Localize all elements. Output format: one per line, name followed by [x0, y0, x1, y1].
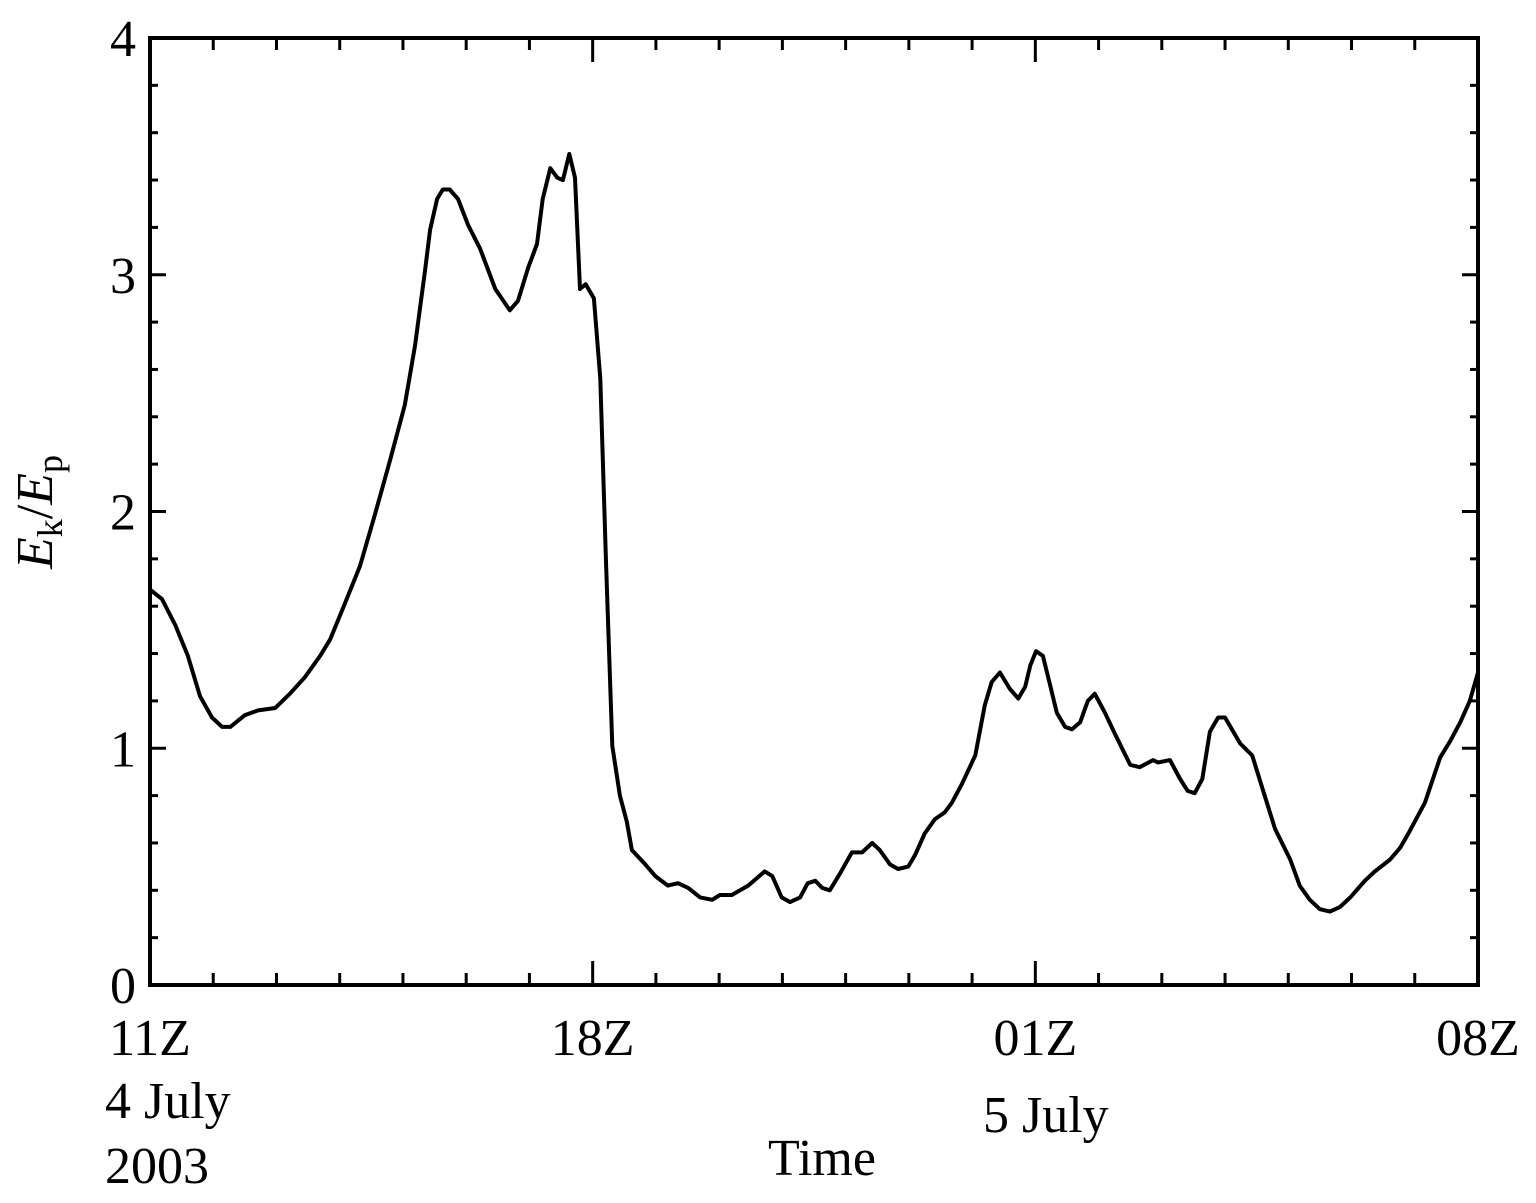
data-line: [148, 152, 1480, 914]
y-label-part: k: [30, 519, 70, 537]
x-axis-label: Time: [768, 1130, 876, 1187]
y-tick-label: 1: [110, 721, 136, 778]
x-tick-label: 18Z: [551, 1010, 635, 1067]
y-tick-label: 2: [110, 485, 136, 542]
annotation: 4 July: [105, 1073, 231, 1130]
x-tick-label: 11Z: [109, 1010, 191, 1067]
y-label-part: E: [7, 473, 64, 506]
y-tick-label: 3: [110, 248, 136, 305]
x-tick-label: 08Z: [1436, 1010, 1520, 1067]
y-tick-label: 4: [110, 11, 136, 68]
plot-frame: [148, 36, 1480, 987]
y-label-part: p: [30, 455, 70, 473]
y-label-part: /: [7, 504, 64, 519]
x-tick-label: 01Z: [993, 1010, 1077, 1067]
annotation: 2003: [105, 1138, 209, 1195]
y-axis-label: Ek/Ep: [7, 455, 70, 570]
annotation: 5 July: [983, 1087, 1109, 1144]
y-tick-label: 0: [110, 958, 136, 1015]
y-label-part: E: [7, 537, 64, 570]
